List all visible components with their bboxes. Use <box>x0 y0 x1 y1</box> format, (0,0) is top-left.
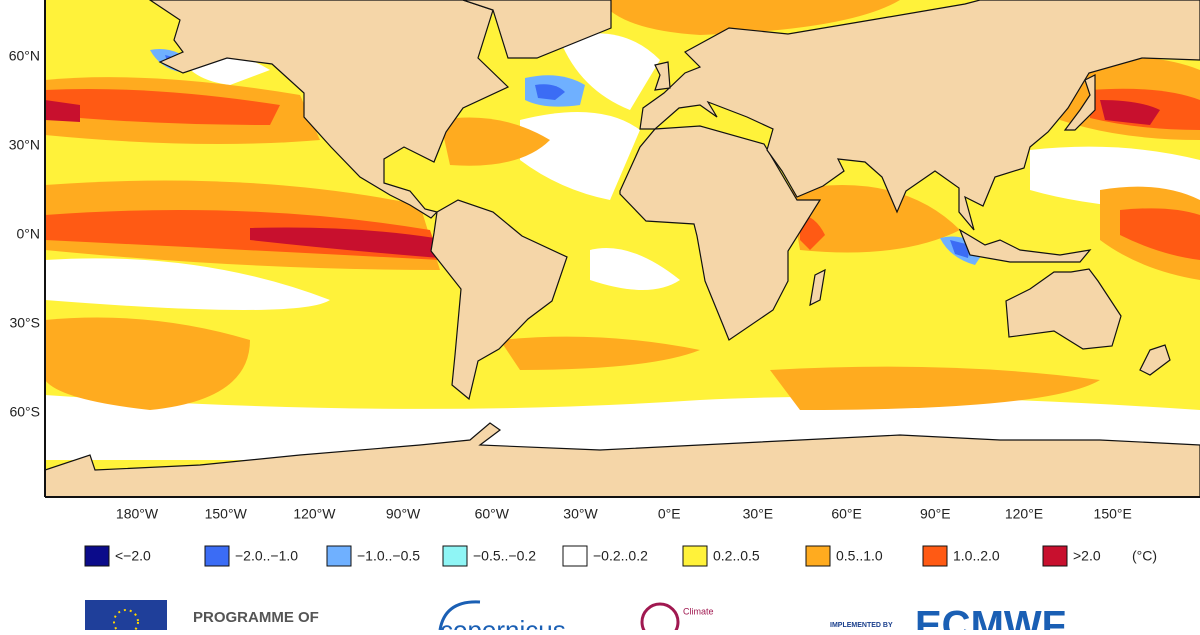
footer-logos: PROGRAMME OF copernicus Climate IMPLEMEN… <box>85 600 1066 635</box>
lon-label: 150°W <box>205 506 248 522</box>
copernicus-arc <box>438 600 481 631</box>
copernicus-text: copernicus <box>440 615 566 630</box>
legend-label: >2.0 <box>1073 548 1101 564</box>
graticule-labels: 60°N 30°N 0°N 30°S 60°S 180°W 150°W 120°W 90°W 60… <box>9 48 1132 522</box>
lon-label: 30°E <box>743 506 774 522</box>
legend-label: 0.2..0.5 <box>713 548 760 564</box>
lon-label: 30°W <box>563 506 598 522</box>
climate-text: Climate <box>683 606 714 616</box>
lon-label: 0°E <box>658 506 681 522</box>
ecmwf-text: ECMWF <box>915 604 1066 630</box>
c3s-logo <box>640 602 680 635</box>
legend-unit: (°C) <box>1132 548 1157 564</box>
lon-label: 60°E <box>831 506 862 522</box>
implemented-text: IMPLEMENTED BY <box>830 622 893 629</box>
anomaly-field <box>45 0 1200 497</box>
legend-swatch <box>805 545 831 567</box>
legend-swatch <box>442 545 468 567</box>
legend-label: −0.2..0.2 <box>593 548 648 564</box>
legend-label: −2.0..−1.0 <box>235 548 298 564</box>
legend-swatch <box>1042 545 1068 567</box>
lon-label: 150°E <box>1094 506 1132 522</box>
legend-label: −1.0..−0.5 <box>357 548 420 564</box>
legend-swatch <box>682 545 708 567</box>
lat-label: 0°N <box>17 226 41 242</box>
legend-swatch <box>204 545 230 567</box>
legend-label: 0.5..1.0 <box>836 548 883 564</box>
legend-label: 1.0..2.0 <box>953 548 1000 564</box>
eu-flag <box>85 600 167 635</box>
legend-label: <−2.0 <box>115 548 151 564</box>
lat-label: 60°S <box>9 404 40 420</box>
programme-text: PROGRAMME OF <box>193 609 319 626</box>
lon-label: 120°E <box>1005 506 1043 522</box>
lat-label: 30°N <box>9 137 40 153</box>
lon-label: 90°E <box>920 506 951 522</box>
lat-label: 30°S <box>9 315 40 331</box>
lat-label: 60°N <box>9 48 40 64</box>
lon-label: 90°W <box>386 506 421 522</box>
lon-label: 180°W <box>116 506 159 522</box>
legend-swatch <box>562 545 588 567</box>
legend-swatch <box>84 545 110 567</box>
legend-swatch <box>326 545 352 567</box>
lon-label: 60°W <box>475 506 510 522</box>
legend-label: −0.5..−0.2 <box>473 548 536 564</box>
lon-label: 120°W <box>293 506 336 522</box>
legend-swatch <box>922 545 948 567</box>
legend: <−2.0 −2.0..−1.0 −1.0..−0.5 −0.5..−0.2 −0.2.… <box>84 545 1157 567</box>
